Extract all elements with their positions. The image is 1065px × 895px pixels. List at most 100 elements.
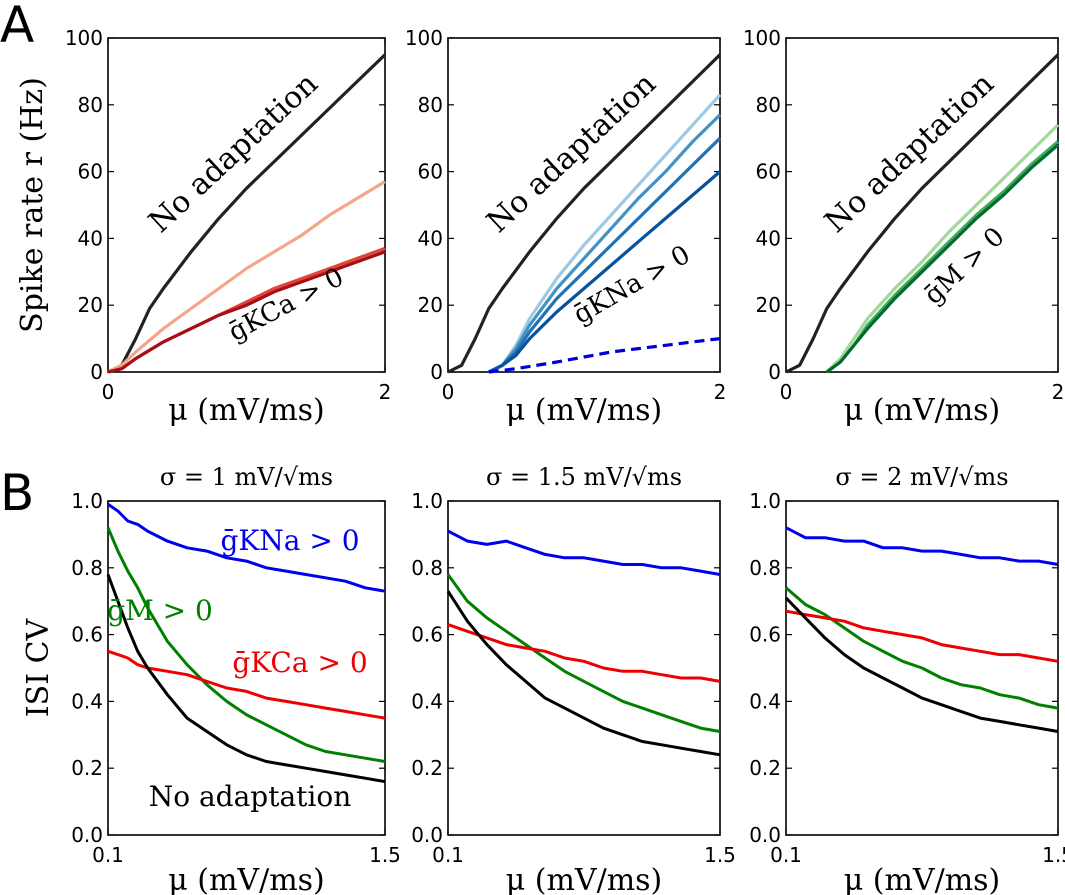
y-tick-label: 1.0	[411, 489, 443, 513]
series-line	[488, 337, 721, 374]
y-tick-label: 0.0	[411, 823, 443, 847]
chart-annotation: No adaptation	[480, 66, 663, 240]
y-tick-label: 60	[756, 160, 781, 184]
y-tick-label: 0.4	[749, 689, 781, 713]
y-tick-label: 100	[405, 26, 443, 50]
series-line	[447, 623, 721, 683]
chart-annotation: ḡKCa > 0	[232, 646, 367, 679]
x-tick-label: 1.5	[1042, 843, 1065, 867]
y-tick-label: 0.6	[749, 623, 781, 647]
y-tick-label: 1.0	[749, 489, 781, 513]
y-tick-label: 60	[78, 160, 103, 184]
series-line	[488, 113, 722, 374]
series-line	[446, 590, 721, 757]
chart-1: 0 20 40 60 80 100 0 2 μ (mV/ms) Spike rate r (Hz)…	[15, 26, 391, 428]
y-axis-label: ISI CV	[21, 617, 56, 717]
x-tick-label: 1.5	[704, 843, 736, 867]
series-line	[107, 649, 386, 720]
y-tick-label: 80	[78, 93, 103, 117]
y-tick-label: 0.6	[411, 623, 443, 647]
series-line	[488, 137, 722, 374]
y-tick-label: 0.6	[71, 623, 103, 647]
x-axis-label: μ (mV/ms)	[844, 393, 1001, 428]
series-line	[825, 123, 1060, 374]
y-tick-label: 100	[65, 26, 103, 50]
x-tick-label: 2	[379, 380, 392, 404]
chart-annotation: ḡKNa > 0	[220, 524, 359, 557]
y-tick-label: 20	[78, 293, 103, 317]
series-line	[107, 503, 386, 593]
chart-5: 0.0 0.2 0.4 0.6 0.8 1.0 0.1 1.5 μ (mV/ms) σ = 1.5…	[411, 463, 736, 895]
y-tick-label: 0.2	[411, 756, 443, 780]
chart-title: σ = 1.5 mV/√ms	[486, 463, 682, 491]
panel-label-b: B	[0, 464, 34, 522]
series-line	[447, 53, 722, 374]
x-tick-label: 0	[780, 380, 793, 404]
x-tick-label: 2	[1052, 380, 1065, 404]
y-tick-label: 20	[418, 293, 443, 317]
chart-6: 0.0 0.2 0.4 0.6 0.8 1.0 0.1 1.5 μ (mV/ms) σ = 2 m…	[749, 463, 1065, 895]
axes-frame	[785, 37, 1059, 373]
chart-annotation: No adaptation	[142, 66, 325, 240]
x-axis-label: μ (mV/ms)	[506, 863, 663, 895]
series-line	[785, 609, 1059, 663]
x-tick-label: 1.5	[369, 843, 401, 867]
y-tick-label: 0.0	[749, 823, 781, 847]
series-line	[488, 170, 722, 374]
series-line	[107, 53, 387, 374]
series-line	[785, 526, 1059, 566]
series-line	[106, 573, 386, 784]
series-line	[784, 596, 1059, 733]
x-tick-label: 0.1	[770, 843, 802, 867]
chart-title: σ = 2 mV/√ms	[835, 463, 1008, 491]
y-tick-label: 0	[430, 360, 443, 384]
x-axis-label: μ (mV/ms)	[506, 393, 663, 428]
y-axis-label: Spike rate r (Hz)	[15, 77, 50, 333]
y-tick-label: 40	[78, 226, 103, 250]
y-tick-label: 40	[418, 226, 443, 250]
y-tick-label: 80	[418, 93, 443, 117]
chart-title: σ = 1 mV/√ms	[160, 463, 333, 491]
y-tick-label: 0	[90, 360, 103, 384]
series-line	[107, 180, 386, 374]
axes-frame	[447, 500, 721, 836]
y-tick-label: 0.8	[749, 556, 781, 580]
y-tick-label: 0	[768, 360, 781, 384]
y-tick-label: 0.4	[71, 689, 103, 713]
chart-annotation: ḡM > 0	[107, 594, 213, 627]
x-tick-label: 0.1	[92, 843, 124, 867]
series-line	[107, 250, 386, 374]
chart-annotation: ḡM > 0	[918, 222, 1010, 311]
x-tick-label: 0	[102, 380, 115, 404]
chart-4: 0.0 0.2 0.4 0.6 0.8 1.0 0.1 1.5 μ (mV/ms) ISI CV σ…	[21, 463, 401, 895]
axes-frame	[107, 37, 386, 373]
x-axis-label: μ (mV/ms)	[844, 863, 1001, 895]
series-line	[825, 143, 1060, 374]
axes-frame	[785, 500, 1059, 836]
series-line	[447, 529, 721, 576]
y-tick-label: 0.0	[71, 823, 103, 847]
y-tick-label: 80	[756, 93, 781, 117]
panel-label-a: A	[0, 0, 34, 54]
y-tick-label: 40	[756, 226, 781, 250]
y-tick-label: 60	[418, 160, 443, 184]
chart-annotation: No adaptation	[818, 66, 1001, 240]
y-tick-label: 0.4	[411, 689, 443, 713]
chart-annotation: No adaptation	[149, 780, 352, 813]
x-axis-label: μ (mV/ms)	[168, 863, 325, 895]
y-tick-label: 0.8	[411, 556, 443, 580]
x-axis-label: μ (mV/ms)	[168, 393, 325, 428]
y-tick-label: 100	[743, 26, 781, 50]
y-tick-label: 1.0	[71, 489, 103, 513]
y-tick-label: 0.8	[71, 556, 103, 580]
y-tick-label: 0.2	[749, 756, 781, 780]
series-line	[785, 53, 1060, 374]
y-tick-label: 20	[756, 293, 781, 317]
x-tick-label: 0	[442, 380, 455, 404]
y-tick-label: 0.2	[71, 756, 103, 780]
x-tick-label: 0.1	[432, 843, 464, 867]
series-line	[785, 586, 1059, 710]
